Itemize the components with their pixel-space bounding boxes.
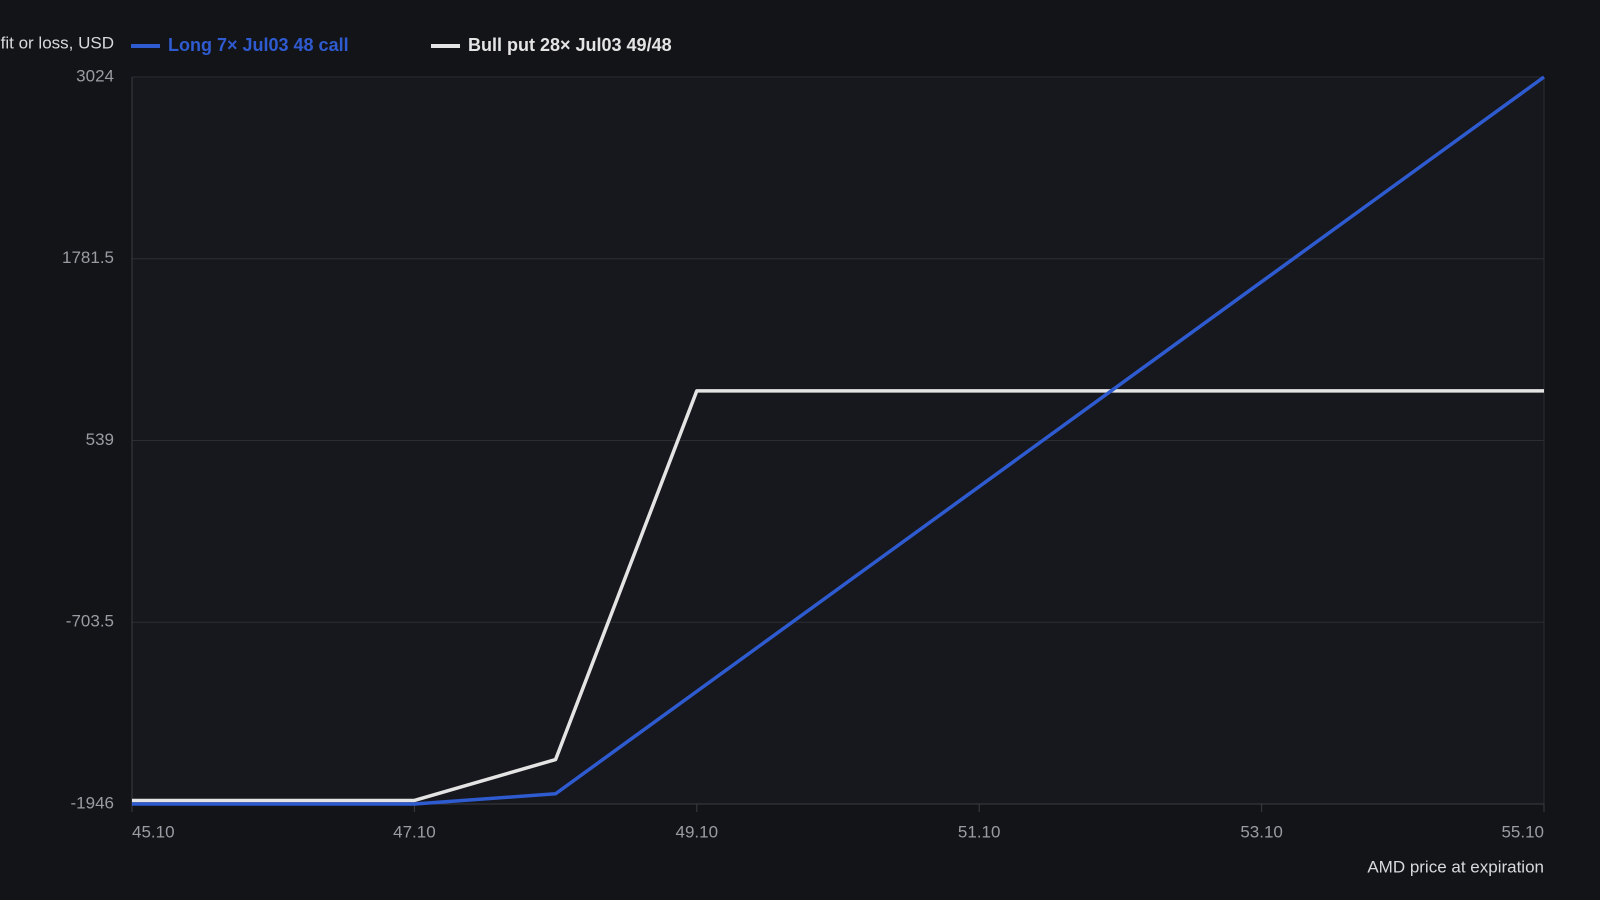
legend-text: Bull put 28× Jul03 49/48 xyxy=(468,35,672,55)
x-tick-label: 47.10 xyxy=(393,822,436,841)
x-axis-title: AMD price at expiration xyxy=(1367,857,1544,876)
series-line xyxy=(132,75,1546,806)
x-tick-label: 49.10 xyxy=(676,822,719,841)
x-tick-label: 45.10 xyxy=(132,822,175,841)
x-tick-label: 53.10 xyxy=(1240,822,1283,841)
y-tick-label: 1781.5 xyxy=(62,248,114,267)
x-tick-label: 55.10 xyxy=(1501,822,1544,841)
y-tick-label: 539 xyxy=(86,430,114,449)
x-tick-label: 51.10 xyxy=(958,822,1001,841)
series-line xyxy=(132,389,1544,803)
y-tick-label: 3024 xyxy=(76,66,114,85)
y-tick-label: -1946 xyxy=(71,793,114,812)
y-axis-title: Profit or loss, USD xyxy=(0,33,114,52)
y-tick-label: -703.5 xyxy=(66,612,114,631)
legend-text: Long 7× Jul03 48 call xyxy=(168,35,349,55)
